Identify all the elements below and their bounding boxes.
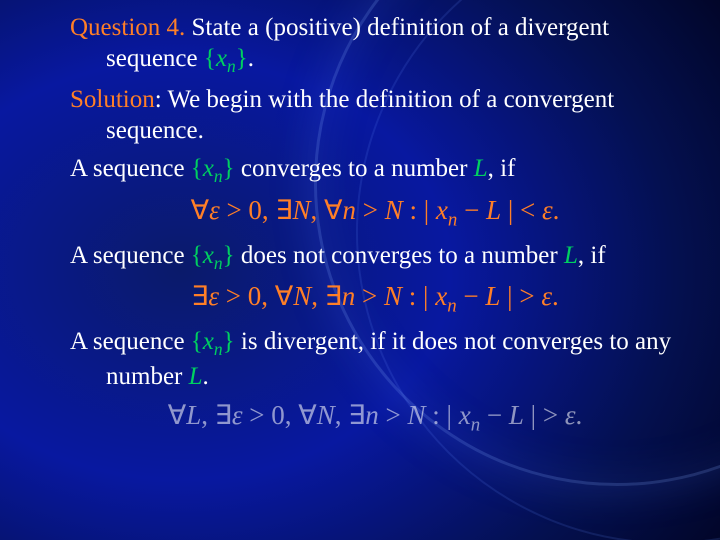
f1-subn: n — [448, 209, 457, 230]
f1-L: L — [486, 195, 501, 225]
f3-N2: N — [408, 400, 426, 430]
f3-dot: . — [575, 400, 582, 430]
f3-eps: ε — [232, 400, 243, 430]
f3-L: L — [186, 400, 201, 430]
nc-text-b: does not converges to a number — [235, 242, 564, 269]
f2-dot: . — [552, 281, 559, 311]
seq-close-4: } — [223, 328, 235, 355]
f2-colon: : | — [402, 281, 435, 311]
f1-exists: ∃ — [275, 195, 292, 225]
seq-open-2: { — [191, 155, 203, 182]
l-2: L — [564, 242, 578, 269]
seq-sub: n — [227, 56, 236, 76]
f1-gt0: > 0, — [220, 195, 276, 225]
formula-not-converge: ∃ε > 0, ∀N, ∃n > N : | xn − L | > ε. — [70, 280, 680, 318]
f2-N2: N — [384, 281, 402, 311]
div-text-a: A sequence — [70, 328, 191, 355]
f2-gt: > — [355, 281, 384, 311]
seq-var-4: x — [203, 328, 214, 355]
seq-open-4: { — [191, 328, 203, 355]
formula-converge: ∀ε > 0, ∃N, ∀n > N : | xn − L | < ε. — [70, 194, 680, 232]
solution-line: Solution: We begin with the definition o… — [70, 84, 680, 147]
f3-subn: n — [471, 414, 480, 435]
seq-open-3: { — [191, 242, 203, 269]
f3-colon: : | — [426, 400, 459, 430]
f1-dot: . — [553, 195, 560, 225]
seq-var: x — [216, 45, 227, 72]
f2-exists: ∃ — [191, 281, 208, 311]
f3-gt2: | > — [524, 400, 565, 430]
f2-c1: , — [311, 281, 325, 311]
divergent-line: A sequence {xn} is divergent, if it does… — [70, 326, 680, 392]
seq-sub-2: n — [214, 166, 223, 186]
f2-exists2: ∃ — [325, 281, 342, 311]
converges-line: A sequence {xn} converges to a number L,… — [70, 153, 680, 188]
solution-label: Solution — [70, 86, 155, 113]
solution-text: : We begin with the definition of a conv… — [106, 86, 614, 144]
f1-lt: | < — [501, 195, 542, 225]
f2-forall: ∀ — [275, 281, 293, 311]
l-1: L — [474, 155, 488, 182]
seq-close-2: } — [223, 155, 235, 182]
f1-forall: ∀ — [191, 195, 209, 225]
question-line: Question 4. State a (positive) definitio… — [70, 12, 680, 78]
f3-minus: − — [480, 400, 509, 430]
f3-L2: L — [509, 400, 524, 430]
f3-c0: , — [201, 400, 215, 430]
comma-if-2: , if — [578, 242, 606, 269]
f1-N: N — [293, 195, 311, 225]
f2-N: N — [293, 281, 311, 311]
f2-x: x — [435, 281, 447, 311]
f2-L: L — [485, 281, 500, 311]
f2-gt0: > 0, — [219, 281, 275, 311]
f3-exists: ∃ — [215, 400, 232, 430]
div-period: . — [203, 363, 209, 390]
question-label: Question 4. — [70, 14, 185, 41]
f2-minus: − — [457, 281, 486, 311]
f1-colon: : | — [403, 195, 436, 225]
f1-eps2: ε — [542, 195, 553, 225]
conv-text-b: converges to a number — [235, 155, 474, 182]
nc-text-a: A sequence — [70, 242, 191, 269]
seq-var-2: x — [203, 155, 214, 182]
slide-container: Question 4. State a (positive) definitio… — [0, 0, 720, 540]
seq-sub-3: n — [214, 253, 223, 273]
f3-gt0: > 0, — [243, 400, 299, 430]
f3-forallL: ∀ — [168, 400, 186, 430]
conv-text-a: A sequence — [70, 155, 191, 182]
seq-sub-4: n — [214, 339, 223, 359]
seq-close: } — [236, 45, 248, 72]
f1-n: n — [343, 195, 357, 225]
seq-open: { — [204, 45, 216, 72]
f2-n: n — [342, 281, 356, 311]
f1-N2: N — [385, 195, 403, 225]
f3-n: n — [365, 400, 379, 430]
not-converge-line: A sequence {xn} does not converges to a … — [70, 240, 680, 275]
f3-gt: > — [379, 400, 408, 430]
f3-N: N — [317, 400, 335, 430]
q-period: . — [248, 45, 254, 72]
seq-close-3: } — [223, 242, 235, 269]
comma-if-1: , if — [488, 155, 516, 182]
slide-content: Question 4. State a (positive) definitio… — [70, 12, 680, 437]
f1-forall2: ∀ — [324, 195, 342, 225]
f1-c1: , — [311, 195, 325, 225]
seq-var-3: x — [203, 242, 214, 269]
f1-x: x — [436, 195, 448, 225]
f3-exists2: ∃ — [348, 400, 365, 430]
f3-x: x — [459, 400, 471, 430]
f2-subn: n — [447, 296, 456, 317]
f1-minus: − — [457, 195, 486, 225]
f1-gt: > — [356, 195, 385, 225]
f1-eps: ε — [209, 195, 220, 225]
l-3: L — [189, 363, 203, 390]
f2-eps2: ε — [541, 281, 552, 311]
f3-c1b: , — [335, 400, 349, 430]
f2-eps: ε — [208, 281, 219, 311]
f3-forall: ∀ — [298, 400, 316, 430]
f3-eps2: ε — [565, 400, 576, 430]
f2-gt2: | > — [500, 281, 541, 311]
formula-divergent: ∀L, ∃ε > 0, ∀N, ∃n > N : | xn − L | > ε. — [70, 399, 680, 437]
